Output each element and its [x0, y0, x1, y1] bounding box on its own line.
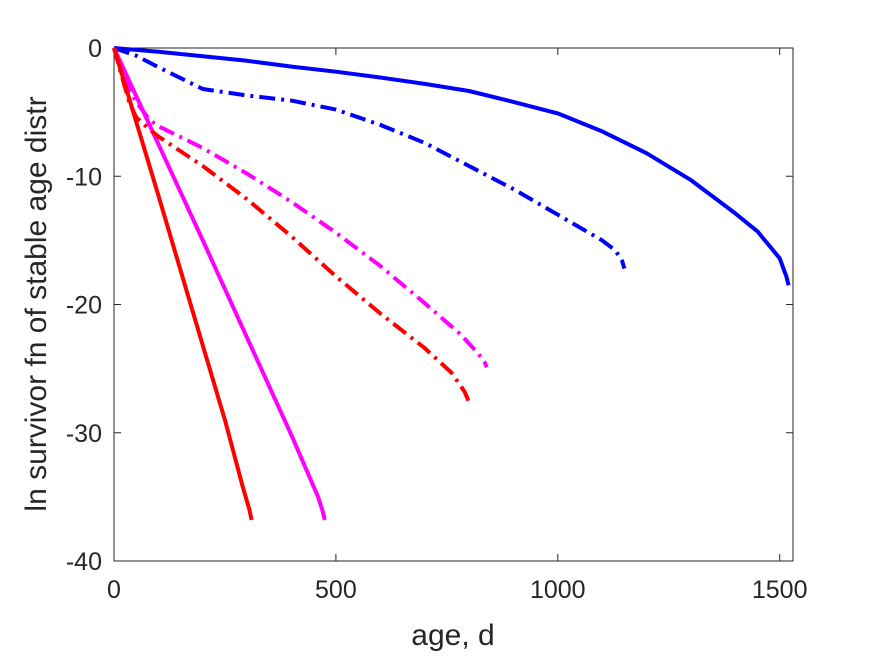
series-line-6 [112, 47, 471, 403]
x-tick-label: 1000 [530, 576, 586, 604]
y-tick-label: -20 [66, 292, 102, 320]
series-line-3 [112, 47, 327, 521]
x-tick-label: 0 [107, 576, 121, 604]
series-line-4 [112, 47, 489, 369]
series-line-2 [113, 46, 627, 270]
axis-ticks [113, 47, 793, 562]
x-tick-label: 500 [315, 576, 357, 604]
series-line-5 [112, 47, 254, 521]
plot-frame [113, 47, 794, 562]
series-line-1 [113, 46, 791, 286]
y-axis-label: ln survivor fn of stable age distr [20, 96, 53, 511]
tick-labels: 0 500 1000 1500 0 -10 -20 -30 -40 [66, 35, 808, 604]
x-axis-label: age, d [411, 619, 494, 652]
y-tick-label: 0 [88, 35, 102, 63]
series-group [112, 46, 791, 521]
x-tick-label: 1500 [752, 576, 808, 604]
y-tick-label: -10 [66, 163, 102, 191]
y-tick-label: -30 [66, 420, 102, 448]
y-tick-label: -40 [66, 548, 102, 576]
